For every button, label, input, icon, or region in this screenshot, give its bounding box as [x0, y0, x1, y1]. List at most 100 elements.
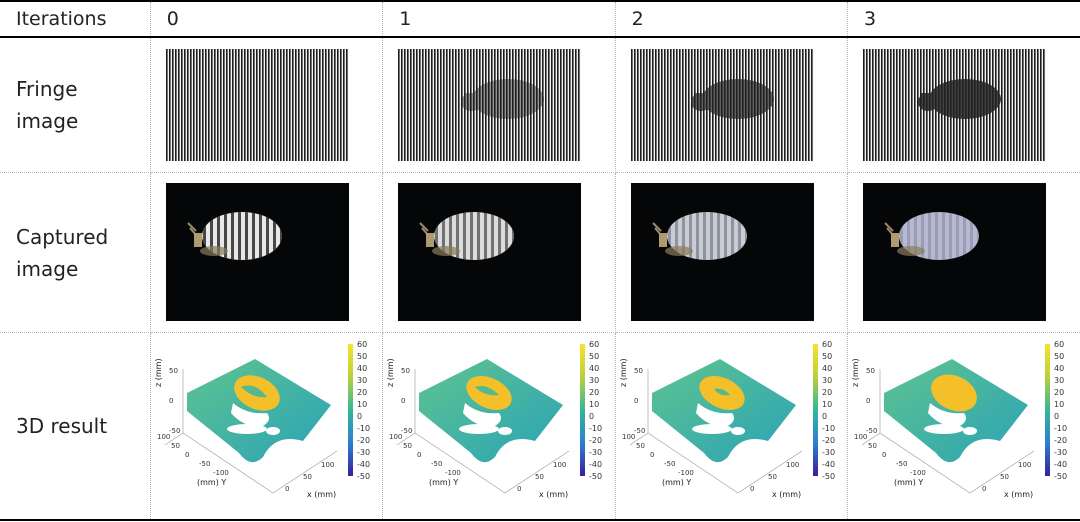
snail-silhouette: [918, 79, 1002, 119]
captured-image-0: [165, 183, 349, 321]
y-axis-label: (mm) Y: [197, 478, 226, 487]
captured-image-1: [398, 183, 582, 321]
colorbar: [812, 344, 818, 476]
y-tick-label: -50: [896, 460, 907, 468]
captured-cell-1: [382, 172, 616, 333]
captured-cell-0: [149, 172, 384, 333]
x-axis-label: x (mm): [307, 490, 336, 499]
colorbar-tick-label: 60: [589, 341, 599, 349]
colorbar-tick-label: 30: [357, 376, 367, 385]
colorbar-tick-label: 10: [357, 400, 367, 409]
colorbar-tick-label: 20: [822, 388, 832, 397]
colorbar-tick-label: 50: [589, 352, 599, 361]
iteration-2-header: 2: [614, 0, 849, 38]
colorbar-tick-label: -10: [822, 424, 835, 433]
iteration-0-header: 0: [149, 0, 384, 38]
shadow-regions: [459, 403, 513, 435]
axes-frame: [164, 369, 337, 494]
x-tick-label: 100: [1018, 461, 1031, 469]
colorbar-tick-label: 50: [357, 352, 367, 361]
fringe-cell-2: [614, 36, 849, 173]
x-tick-label: 100: [553, 461, 566, 469]
colorbar-tick-label: -10: [1054, 424, 1067, 433]
y-tick-label: -50: [664, 460, 675, 468]
colorbar-tick-label: -20: [822, 436, 835, 445]
colorbar-tick-label: 60: [822, 341, 832, 349]
object-shell: [931, 374, 977, 412]
x-tick-label: 50: [535, 473, 544, 481]
y-tick-label: 50: [636, 442, 645, 450]
fringe-pattern-svg: [863, 49, 1047, 161]
colorbar-tick-label: 10: [1054, 400, 1064, 409]
result-row: 3D result 6050403020100-10-20-30-40-50z …: [0, 332, 1080, 521]
colorbar-tick-label: 10: [822, 400, 832, 409]
captured-row: Captured image: [0, 172, 1080, 333]
y-tick-label: 100: [389, 433, 402, 441]
colorbar-tick-label: 30: [1054, 376, 1064, 385]
colorbar-tick-label: -50: [589, 472, 602, 481]
fringe-image-1: [398, 49, 582, 161]
x-tick-label: 0: [750, 485, 754, 493]
snail-silhouette: [461, 79, 545, 119]
colorbar-tick-label: -30: [1054, 448, 1067, 457]
fringe-image-2: [630, 49, 814, 161]
header-label: Iterations: [0, 0, 151, 38]
captured-image-3: [863, 183, 1047, 321]
header-row: Iterations 0 1 2 3: [0, 0, 1080, 38]
y-tick-label: 100: [157, 433, 170, 441]
colorbar-tick-label: -20: [357, 436, 370, 445]
y-tick-label: -100: [213, 469, 229, 477]
shadow-regions: [691, 403, 745, 435]
y-axis-label: (mm) Y: [662, 478, 691, 487]
colorbar-tick-label: -20: [589, 436, 602, 445]
shell-cavity: [475, 386, 500, 396]
z-tick-label: 50: [169, 367, 178, 375]
x-tick-label: 0: [285, 485, 289, 493]
y-tick-label: -100: [910, 469, 926, 477]
colorbar-tick-label: -40: [1054, 460, 1067, 469]
captured-photo-svg: [884, 212, 980, 260]
colorbar: [347, 344, 353, 476]
shell-cavity: [713, 388, 730, 396]
y-tick-label: 100: [622, 433, 635, 441]
y-tick-label: -50: [199, 460, 210, 468]
iteration-1-header: 1: [382, 0, 616, 38]
colorbar-tick-label: 20: [589, 388, 599, 397]
colorbar-tick-label: -30: [822, 448, 835, 457]
x-tick-label: 100: [786, 461, 799, 469]
y-tick-label: -100: [445, 469, 461, 477]
colorbar-tick-label: 0: [1054, 412, 1059, 421]
shadow-regions: [226, 403, 280, 435]
surface-plane: [651, 359, 796, 463]
y-axis-label: (mm) Y: [894, 478, 923, 487]
z-tick-label: 0: [169, 397, 173, 405]
captured-photo-svg: [187, 212, 282, 260]
x-axis-label: x (mm): [539, 490, 568, 499]
fringe-pattern-svg: [398, 49, 582, 161]
y-tick-label: 50: [403, 442, 412, 450]
x-tick-label: 50: [768, 473, 777, 481]
y-tick-label: 0: [882, 451, 886, 459]
z-axis-label: z (mm): [620, 358, 628, 387]
axes-frame: [861, 369, 1035, 494]
fringe-image-0: [165, 49, 349, 161]
z-tick-label: -50: [169, 427, 180, 435]
shell-cavity: [240, 385, 267, 398]
surface-plane: [419, 359, 564, 463]
iteration-3-header: 3: [847, 0, 1080, 38]
y-tick-label: 0: [185, 451, 189, 459]
z-tick-label: 0: [401, 397, 405, 405]
y-axis-label: (mm) Y: [429, 478, 458, 487]
colorbar-tick-label: 20: [357, 388, 367, 397]
z-tick-label: -50: [866, 427, 877, 435]
y-tick-label: 0: [650, 451, 654, 459]
captured-cell-3: [847, 172, 1080, 333]
